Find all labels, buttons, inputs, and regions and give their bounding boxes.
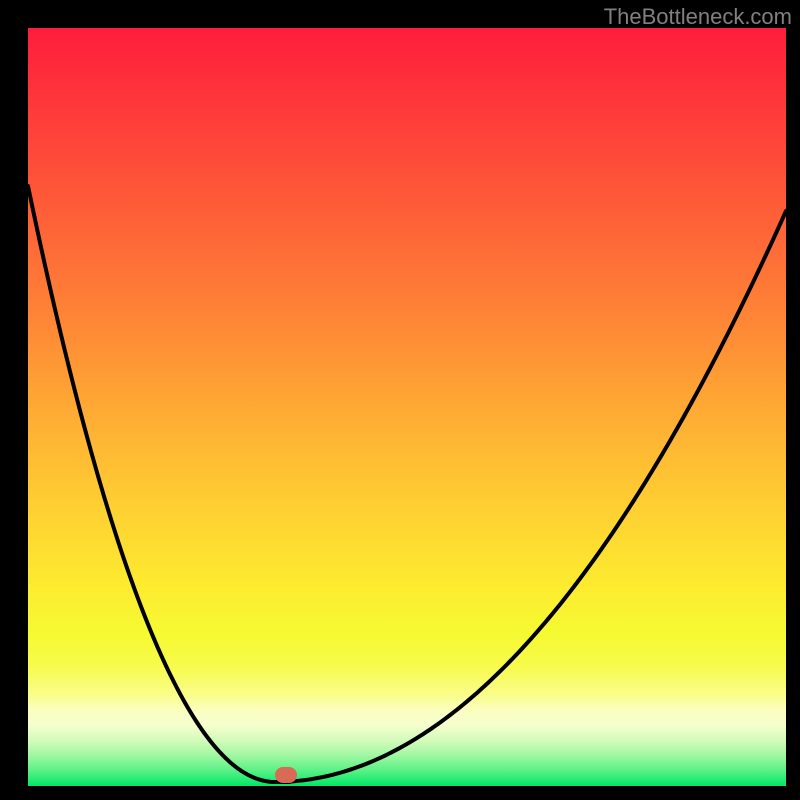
bottleneck-curve — [28, 28, 786, 786]
curve-path — [28, 186, 786, 782]
plot-area — [28, 28, 786, 786]
watermark-text: TheBottleneck.com — [604, 4, 792, 30]
bottleneck-marker — [275, 767, 297, 783]
